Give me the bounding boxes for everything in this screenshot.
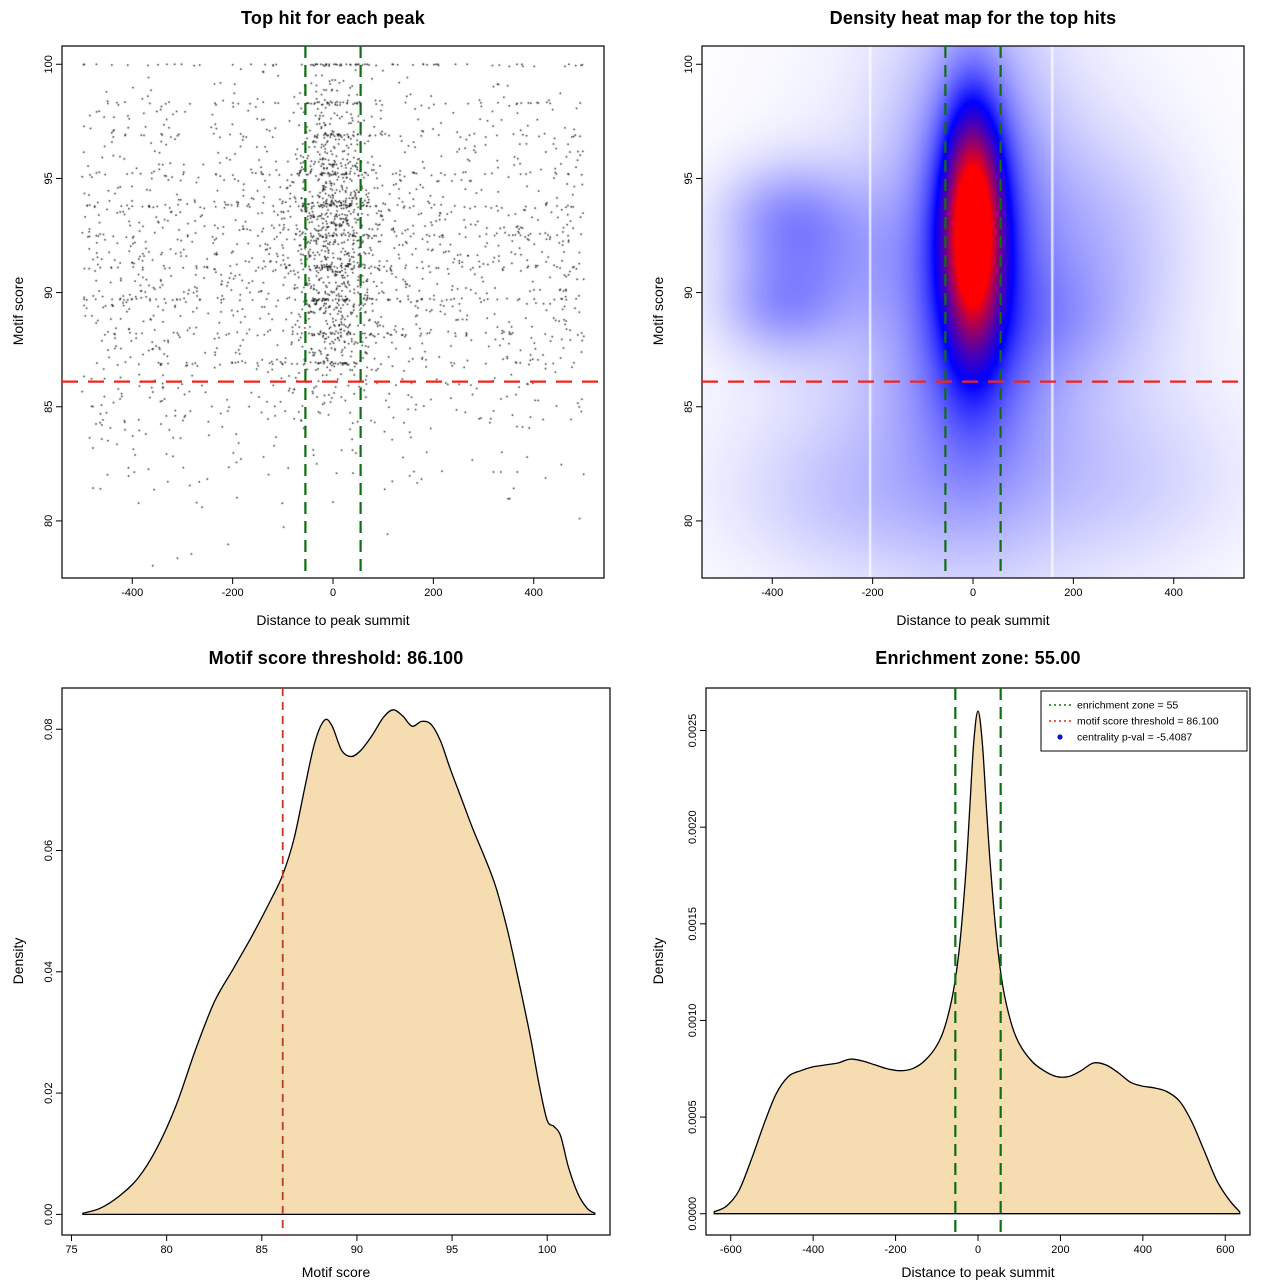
- x-tick-label: 85: [256, 1244, 268, 1256]
- heatmap-canvas: [702, 46, 1244, 578]
- panel-density-heatmap: Density heat map for the top hits -400 -2…: [640, 0, 1280, 640]
- y-tick-label: 0.0015: [687, 907, 699, 941]
- y-tick-label: 0.08: [43, 719, 55, 740]
- legend-label: enrichment zone = 55: [1077, 700, 1178, 712]
- x-tick-label: 0: [970, 587, 976, 599]
- y-tick-label: 0.0005: [687, 1100, 699, 1134]
- y-axis-label: Density: [650, 937, 666, 984]
- y-tick-label: 80: [683, 515, 695, 527]
- y-tick-label: 85: [683, 401, 695, 413]
- motif-density-svg: 75 80 85 90 95 100 0.00 0.02 0.04 0.06 0.08: [43, 687, 611, 1256]
- density-curve: [82, 709, 596, 1216]
- legend-label: centrality p-val = -5.4087: [1077, 732, 1192, 744]
- x-tick-label: -200: [885, 1244, 907, 1256]
- panel-distance-density: Enrichment zone: 55.00 -600 -400 -200 0 200 4…: [640, 640, 1280, 1280]
- legend-swatch-point: [1057, 734, 1063, 740]
- y-tick-label: 0.0010: [687, 1004, 699, 1038]
- x-tick-label: 400: [525, 587, 543, 599]
- x-axis-label: Distance to peak summit: [901, 1264, 1055, 1280]
- x-tick-label: -400: [802, 1244, 824, 1256]
- x-tick-label: -400: [121, 587, 143, 599]
- plot-frame: [61, 45, 605, 579]
- y-tick-label: 100: [683, 55, 695, 73]
- y-tick-label: 0.0020: [687, 810, 699, 844]
- x-tick-label: 80: [161, 1244, 173, 1256]
- y-tick-label: 0.06: [43, 840, 55, 861]
- y-axis-label: Motif score: [10, 276, 26, 346]
- x-tick-label: 200: [1051, 1244, 1069, 1256]
- x-tick-label: 400: [1134, 1244, 1152, 1256]
- y-axis-label: Density: [10, 937, 26, 984]
- density-curve: [713, 710, 1241, 1215]
- heatmap-axes-svg: -400 -200 0 200 400 80 85 90 95 100: [683, 45, 1245, 599]
- x-tick-label: 100: [538, 1244, 556, 1256]
- panel-title: Top hit for each peak: [241, 8, 425, 28]
- y-tick-label: 80: [43, 515, 55, 527]
- x-tick-label: 0: [330, 587, 336, 599]
- x-tick-label: 200: [1064, 587, 1082, 599]
- legend: enrichment zone = 55 motif score threshol…: [1040, 690, 1248, 752]
- x-tick-label: 400: [1165, 587, 1183, 599]
- panel-title: Motif score threshold: 86.100: [208, 648, 464, 668]
- panel-title: Density heat map for the top hits: [829, 8, 1117, 28]
- x-tick-label: 90: [351, 1244, 363, 1256]
- scatter-axes-svg: -400 -200 0 200 400 80 85 90 95 100: [43, 45, 605, 599]
- y-tick-label: 90: [43, 286, 55, 298]
- scatter-points-canvas: [62, 46, 604, 578]
- panel-motif-score-density: Motif score threshold: 86.100 75 80 85 90 95…: [0, 640, 640, 1280]
- y-tick-label: 0.04: [43, 961, 55, 982]
- distance-density-svg: -600 -400 -200 0 200 400 600 0.0000 0.0005 0.0010…: [687, 687, 1251, 1256]
- panel-title: Enrichment zone: 55.00: [875, 648, 1081, 668]
- y-tick-label: 95: [43, 172, 55, 184]
- legend-label: motif score threshold = 86.100: [1077, 716, 1219, 728]
- y-tick-label: 0.0000: [687, 1197, 699, 1231]
- y-tick-label: 0.02: [43, 1082, 55, 1103]
- y-tick-label: 95: [683, 172, 695, 184]
- x-tick-label: -200: [222, 587, 244, 599]
- x-tick-label: 600: [1216, 1244, 1234, 1256]
- x-axis-label: Motif score: [301, 1264, 371, 1280]
- x-tick-label: 75: [65, 1244, 77, 1256]
- plot-frame: [61, 687, 611, 1236]
- y-tick-label: 90: [683, 286, 695, 298]
- y-tick-label: 0.00: [43, 1204, 55, 1225]
- x-tick-label: -200: [862, 587, 884, 599]
- panel-top-hit-scatter: Top hit for each peak -400 -200 0 200 400 80 8…: [0, 0, 640, 640]
- y-tick-label: 0.0025: [687, 714, 699, 748]
- plot-frame: [701, 45, 1245, 579]
- x-tick-label: -600: [720, 1244, 742, 1256]
- x-axis-label: Distance to peak summit: [896, 612, 1050, 628]
- legend-box: [1040, 690, 1248, 752]
- y-tick-label: 100: [43, 55, 55, 73]
- y-axis-label: Motif score: [650, 276, 666, 346]
- x-tick-label: 95: [446, 1244, 458, 1256]
- x-tick-label: -400: [761, 587, 783, 599]
- x-tick-label: 0: [975, 1244, 981, 1256]
- y-tick-label: 85: [43, 401, 55, 413]
- x-tick-label: 200: [424, 587, 442, 599]
- x-axis-label: Distance to peak summit: [256, 612, 410, 628]
